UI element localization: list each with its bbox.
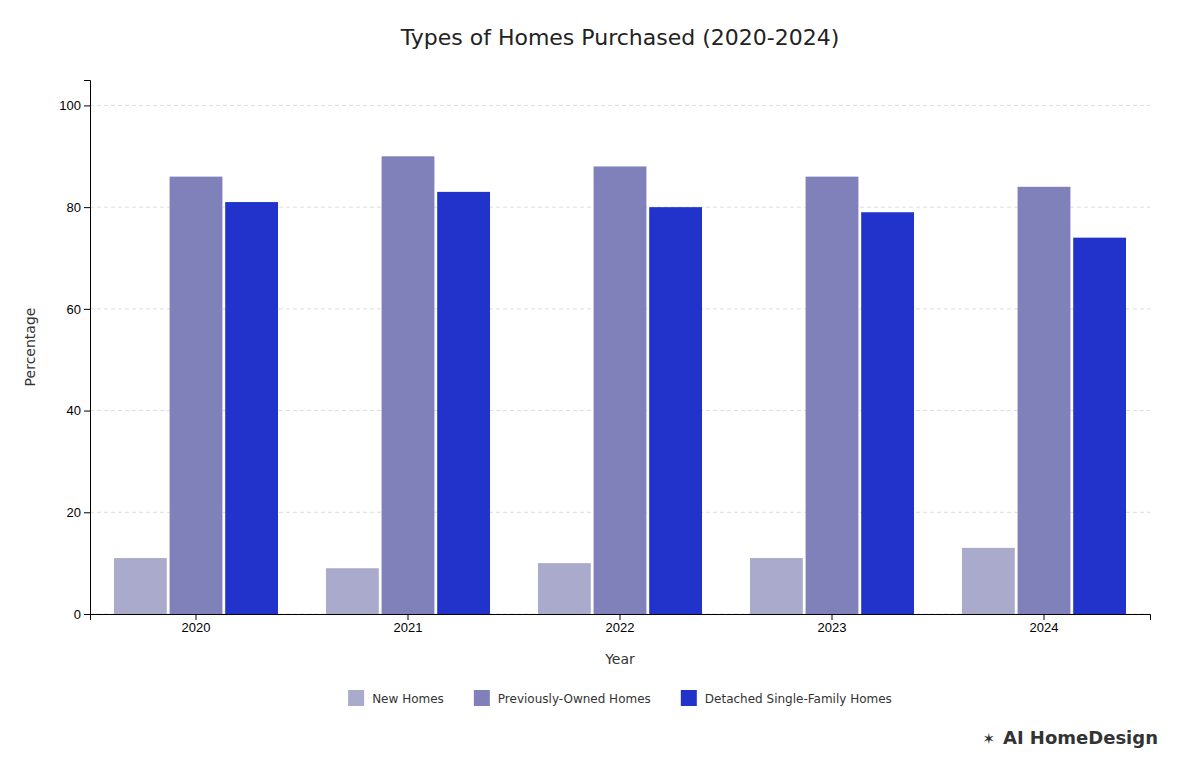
x-axis-label: Year <box>604 651 635 667</box>
tick-mark <box>84 207 90 208</box>
tick: 20 <box>67 505 90 520</box>
bar <box>750 558 803 614</box>
tick-mark <box>408 614 409 620</box>
tick: 0 <box>74 607 90 622</box>
tick-label: 80 <box>67 200 81 215</box>
bar <box>382 156 435 614</box>
plot-area: 2020 2021 2022 2023 2024 0 20 40 60 80 100 <box>59 81 1150 636</box>
bar <box>594 166 647 614</box>
tick-label: 40 <box>67 403 81 418</box>
tick: 100 <box>59 98 90 113</box>
bar <box>1073 238 1126 614</box>
tick: 2023 <box>818 614 847 635</box>
bar-series <box>170 156 1071 614</box>
y-axis: 0 20 40 60 80 100 <box>59 81 90 622</box>
tick-label: 2024 <box>1030 620 1059 635</box>
legend-item: Previously-Owned Homes <box>474 690 651 706</box>
x-axis: 2020 2021 2022 2023 2024 <box>91 614 1151 635</box>
tick-label: 2023 <box>818 620 847 635</box>
legend-swatch <box>474 690 490 706</box>
tick: 2021 <box>394 614 423 635</box>
tick-mark <box>84 411 90 412</box>
tick-label: 20 <box>67 505 81 520</box>
bar <box>806 177 859 614</box>
legend-swatch <box>348 690 364 706</box>
tick-mark <box>1044 614 1045 620</box>
bar <box>170 177 223 614</box>
tick-label: 2021 <box>394 620 423 635</box>
bars <box>114 156 1126 614</box>
tick-label: 2020 <box>182 620 211 635</box>
bar <box>114 558 167 614</box>
tick-label: 0 <box>74 607 81 622</box>
tick-mark <box>84 309 90 310</box>
bar <box>326 568 379 614</box>
legend-label: Detached Single-Family Homes <box>705 692 892 706</box>
legend-swatch <box>681 690 697 706</box>
bar <box>649 207 702 614</box>
annotation: AI HomeDesign <box>1003 727 1158 748</box>
legend-label: Previously-Owned Homes <box>498 692 651 706</box>
tick-mark <box>84 512 90 513</box>
annotation: ✶ <box>982 730 995 748</box>
legend-item: New Homes <box>348 690 444 706</box>
bar-series <box>225 192 1126 614</box>
legend-item: Detached Single-Family Homes <box>681 690 892 706</box>
tick: 2020 <box>182 614 211 635</box>
legend: New Homes Previously-Owned Homes Detached … <box>348 690 892 706</box>
chart-svg: 2020 2021 2022 2023 2024 0 20 40 60 80 100 Types of… <box>0 0 1200 764</box>
tick-mark <box>832 614 833 620</box>
tick: 2022 <box>606 614 635 635</box>
tick-label: 100 <box>59 98 81 113</box>
tick: 60 <box>67 302 90 317</box>
title: Types of Homes Purchased (2020-2024) <box>400 25 840 50</box>
bar <box>861 212 914 614</box>
tick-mark <box>84 614 90 615</box>
tick: 80 <box>67 200 90 215</box>
tick-label: 2022 <box>606 620 635 635</box>
bar <box>225 202 278 614</box>
axis-domain <box>84 81 91 615</box>
axis-domain <box>91 615 1151 621</box>
tick-mark <box>196 614 197 620</box>
bar <box>962 548 1015 614</box>
tick-mark <box>84 105 90 106</box>
bar <box>1018 187 1071 614</box>
grid <box>90 105 1150 614</box>
grid-line <box>90 105 1150 106</box>
bar <box>437 192 490 614</box>
tick-mark <box>620 614 621 620</box>
legend-label: New Homes <box>372 692 444 706</box>
y-axis-label: Percentage <box>22 308 38 387</box>
tick: 40 <box>67 403 90 418</box>
footer: AI HomeDesign ✶ <box>982 727 1158 748</box>
bar <box>538 563 591 614</box>
tick: 2024 <box>1030 614 1059 635</box>
tick-label: 60 <box>67 302 81 317</box>
